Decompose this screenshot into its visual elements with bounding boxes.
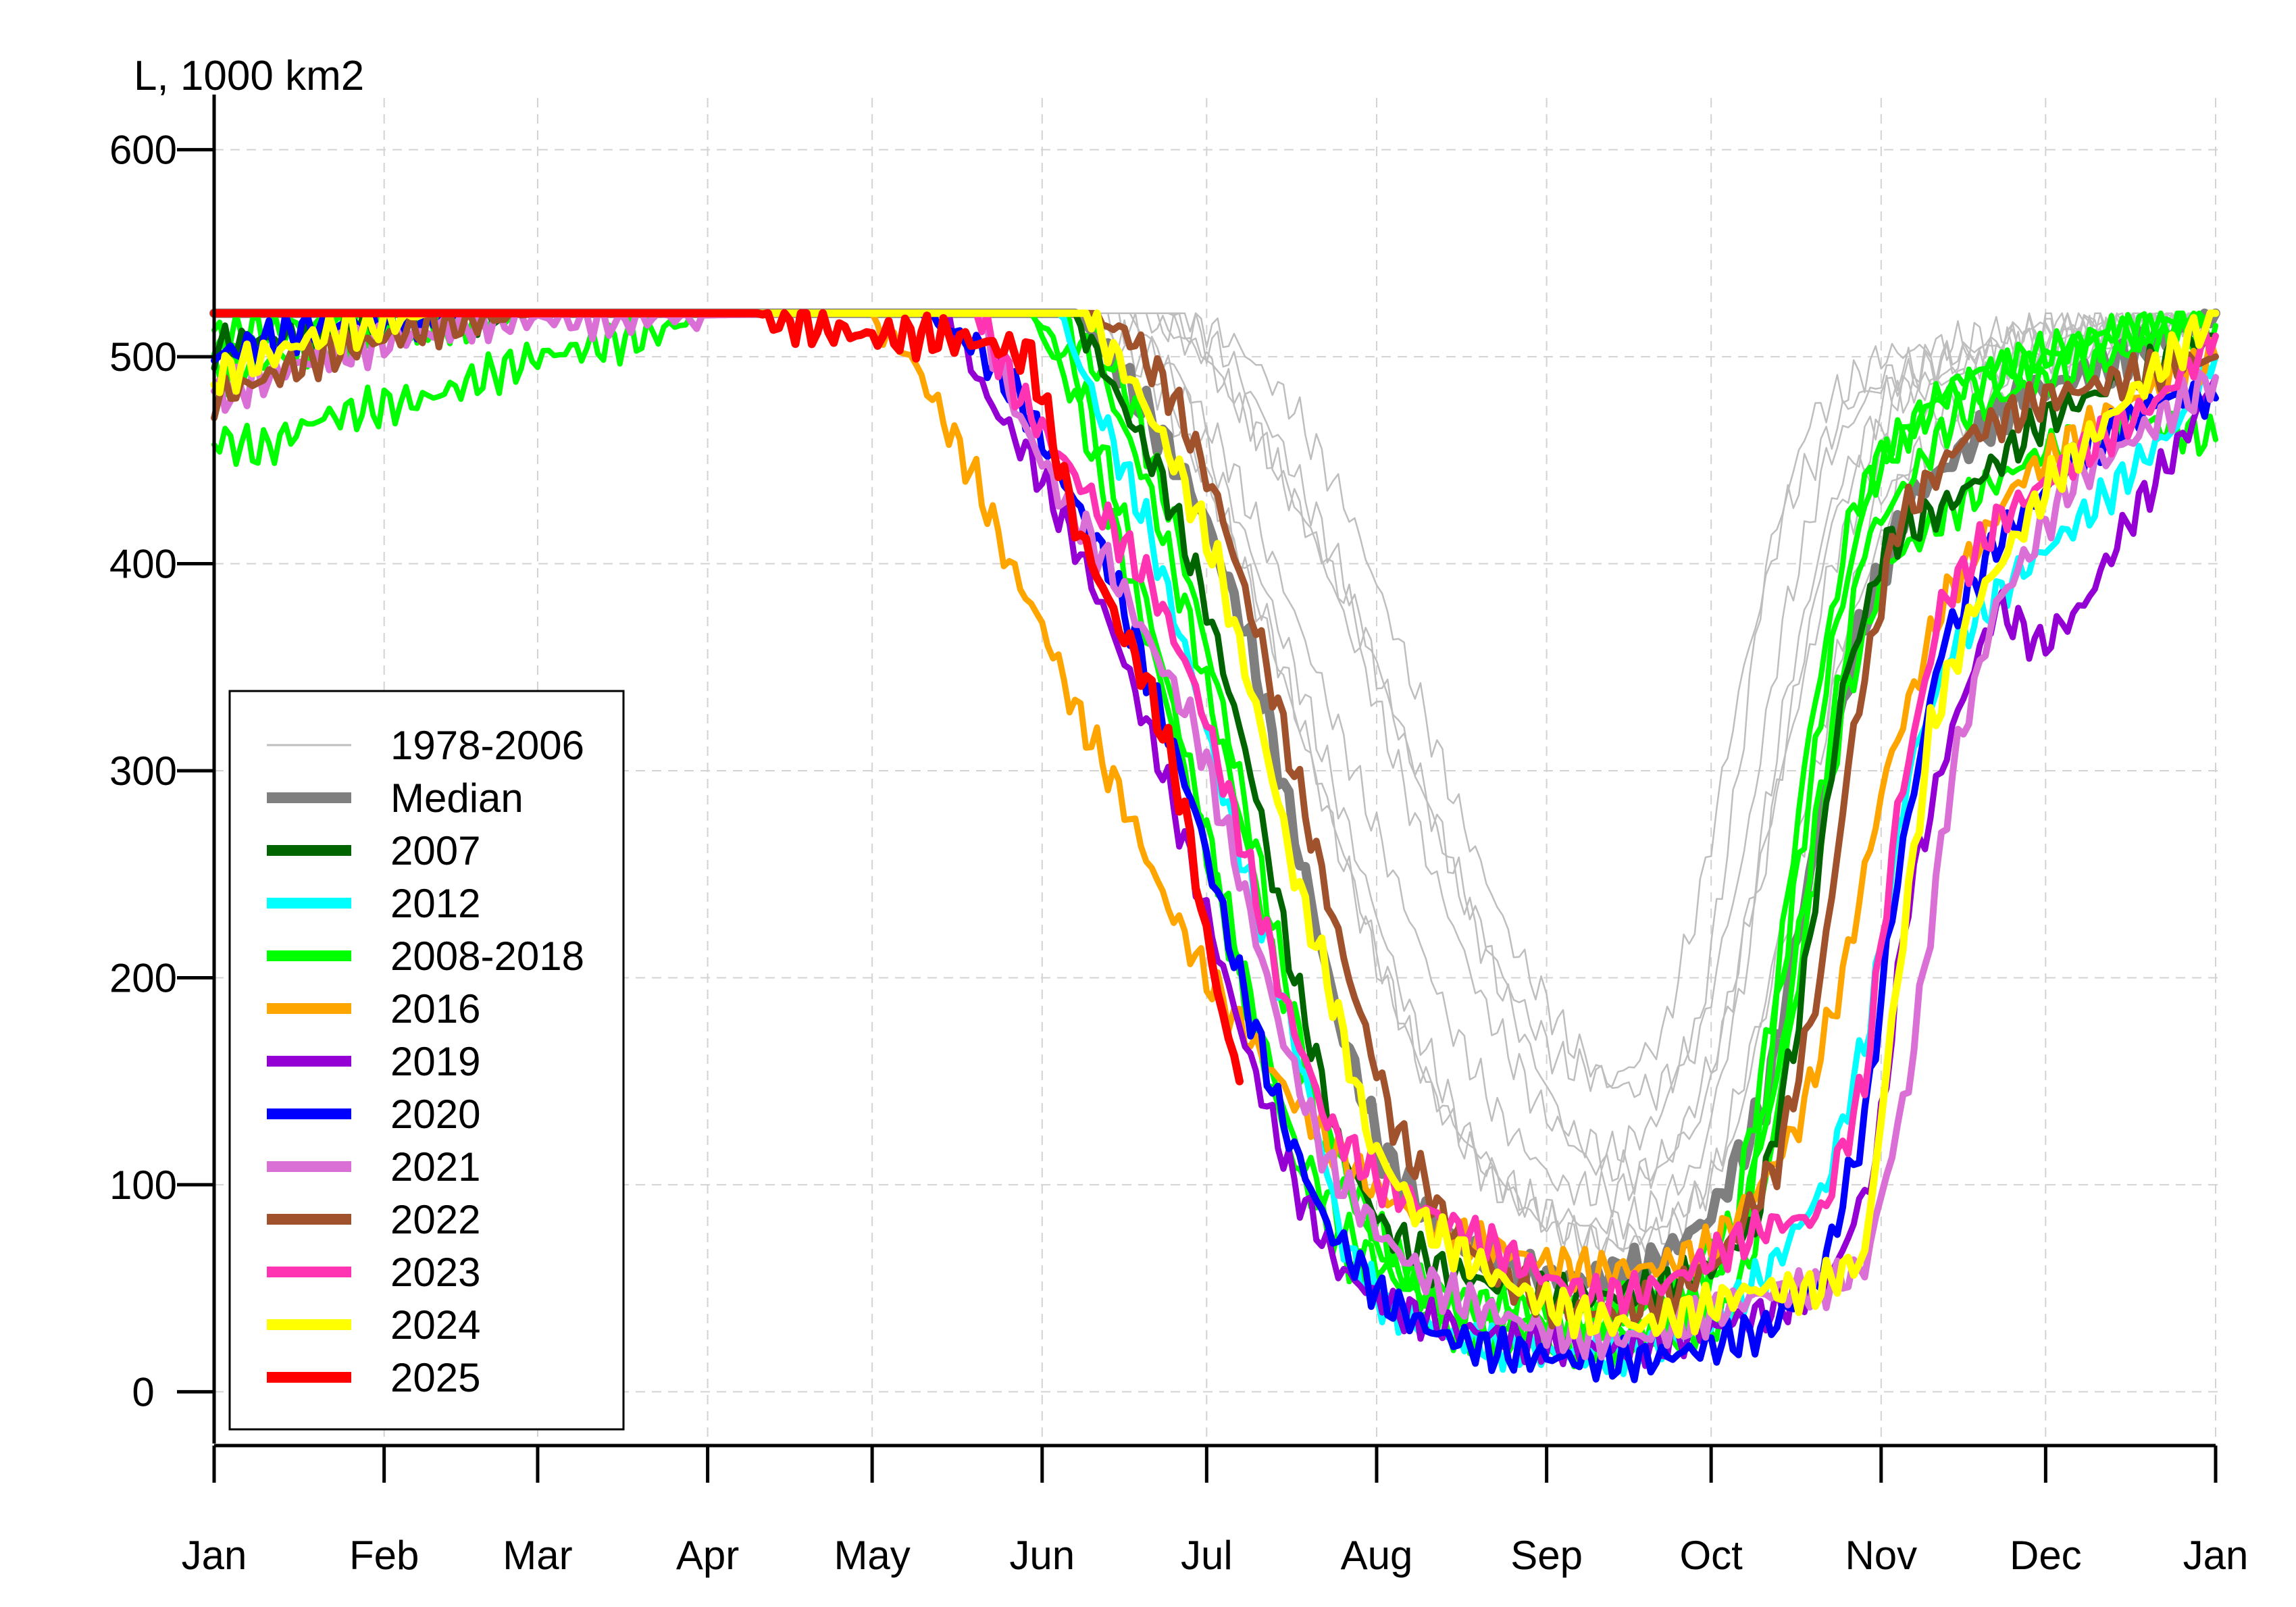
y-tick-label: 0 — [132, 1369, 154, 1414]
legend: 1978-2006 Median 2007 2012 2008-2018 2016 2019… — [228, 690, 625, 1431]
y-tick-label: 600 — [109, 128, 177, 173]
legend-label: 2007 — [390, 828, 480, 873]
x-tick-label: Mar — [503, 1533, 572, 1578]
legend-label: 2020 — [390, 1092, 480, 1137]
y-tick-label: 400 — [109, 542, 177, 587]
x-tick-label: Oct — [1679, 1533, 1743, 1578]
y-tick-label: 100 — [109, 1163, 177, 1208]
x-tick-label: Dec — [2010, 1533, 2082, 1578]
y-tick-label: 300 — [109, 748, 177, 794]
legend-label: 2012 — [390, 881, 480, 926]
y-axis-label: L, 1000 km2 — [134, 53, 364, 99]
x-tick-label: Apr — [676, 1533, 739, 1578]
series-line-2025 — [210, 309, 1244, 1086]
legend-label: 2019 — [390, 1039, 480, 1084]
x-tick-label: Aug — [1341, 1533, 1413, 1578]
x-tick-label: Nov — [1845, 1533, 1917, 1578]
x-tick-label: Feb — [349, 1533, 419, 1578]
legend-label: 2023 — [390, 1250, 480, 1295]
y-tick-label: 200 — [109, 955, 177, 1000]
axes: 0 100 200 300 400 500 600 Jan Feb Mar Apr May Jun Jul… — [109, 95, 2248, 1578]
series-lines — [209, 308, 2220, 1383]
legend-label: 2021 — [390, 1144, 480, 1190]
legend-label: 2025 — [390, 1355, 480, 1400]
legend-label: 2008-2018 — [390, 934, 584, 979]
series-line-2021 — [211, 309, 2219, 1361]
legend-label: 2016 — [390, 986, 480, 1031]
x-tick-label: Jul — [1181, 1533, 1233, 1578]
x-tick-label: Jun — [1009, 1533, 1075, 1578]
x-tick-label: Sep — [1510, 1533, 1583, 1578]
legend-label: 2024 — [390, 1302, 480, 1348]
legend-label: Median — [390, 775, 524, 821]
legend-label: 2022 — [390, 1197, 480, 1242]
x-tick-label: Jan — [182, 1533, 247, 1578]
legend-label: 1978-2006 — [390, 723, 584, 768]
x-tick-label: May — [834, 1533, 910, 1578]
x-tick-label: Jan — [2183, 1533, 2249, 1578]
y-tick-label: 500 — [109, 334, 177, 380]
